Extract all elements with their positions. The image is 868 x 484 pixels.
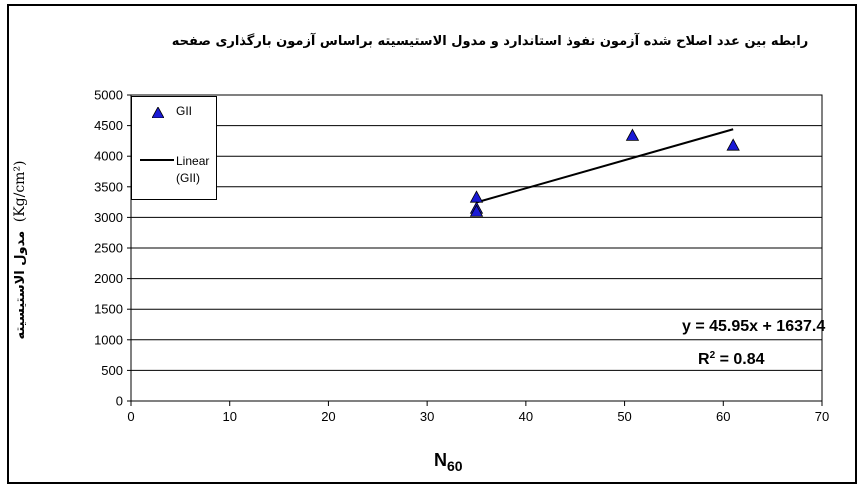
r-squared-value: = 0.84 — [715, 351, 765, 368]
data-point-triangle — [625, 128, 640, 141]
y-tick-label: 3500 — [94, 179, 123, 194]
legend-trendline-label-line2: (GII) — [176, 171, 200, 185]
y-tick-label: 0 — [116, 394, 123, 409]
y-tick-label: 4500 — [94, 118, 123, 133]
y-tick-label: 4000 — [94, 149, 123, 164]
y-tick-label: 2500 — [94, 241, 123, 256]
trendline-equation: y = 45.95x + 1637.4 — [682, 318, 826, 335]
chart-title: رابطه بین عدد اصلاح شده آزمون نفوذ استان… — [171, 34, 809, 49]
legend-marker-triangle-icon — [152, 107, 164, 118]
legend-trendline-swatch — [140, 159, 174, 161]
legend-trendline-label: Linear (GII) — [176, 153, 209, 187]
x-tick-label: 20 — [321, 409, 335, 424]
x-tick-label: 10 — [222, 409, 236, 424]
legend-trendline-label-line1: Linear — [176, 154, 210, 168]
x-tick-label: 60 — [716, 409, 730, 424]
chart-frame — [7, 4, 857, 484]
x-tick-label: 0 — [127, 409, 134, 424]
x-tick-label: 50 — [617, 409, 631, 424]
legend-series-label: GII — [176, 104, 193, 118]
r-squared-label: R2 = 0.84 — [698, 350, 765, 369]
x-axis-label-text: N — [434, 450, 447, 470]
legend: GII Linear (GII) — [131, 96, 217, 200]
y-tick-label: 2000 — [94, 271, 123, 286]
x-tick-label: 70 — [815, 409, 829, 424]
x-tick-label: 40 — [519, 409, 533, 424]
r-squared-symbol: R — [698, 351, 710, 368]
data-point-triangle — [469, 190, 484, 203]
y-tick-label: 1000 — [94, 332, 123, 347]
y-tick-label: 3000 — [94, 210, 123, 225]
x-axis-label-subscript: 60 — [447, 458, 463, 474]
x-tick-label: 30 — [420, 409, 434, 424]
y-tick-label: 500 — [101, 363, 123, 378]
data-point-triangle — [469, 204, 484, 217]
x-axis-label: N60 — [434, 450, 463, 474]
y-tick-label: 1500 — [94, 302, 123, 317]
r-squared-exponent: 2 — [709, 350, 716, 361]
data-point-triangle — [726, 138, 740, 151]
trendline — [476, 128, 734, 204]
y-tick-label: 5000 — [94, 88, 123, 103]
